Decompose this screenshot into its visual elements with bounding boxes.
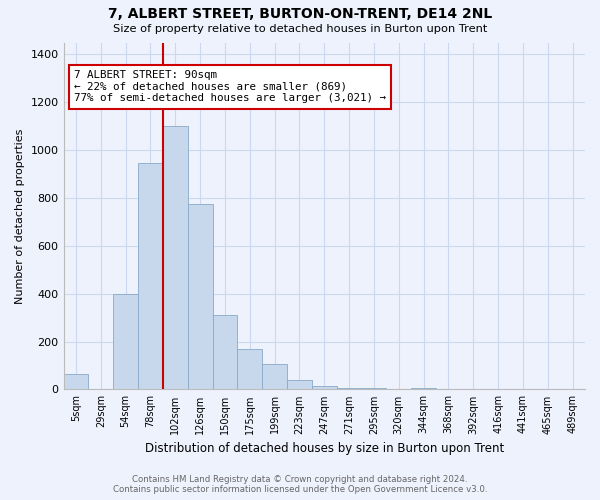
Bar <box>337 388 362 390</box>
Bar <box>212 316 238 390</box>
Bar <box>238 349 262 390</box>
Text: Contains HM Land Registry data © Crown copyright and database right 2024.
Contai: Contains HM Land Registry data © Crown c… <box>113 474 487 494</box>
Bar <box>411 388 436 390</box>
Bar <box>362 388 386 390</box>
Bar <box>138 164 163 390</box>
Bar <box>163 126 188 390</box>
Bar <box>312 386 337 390</box>
Bar <box>64 374 88 390</box>
Text: Size of property relative to detached houses in Burton upon Trent: Size of property relative to detached ho… <box>113 24 487 34</box>
Bar <box>113 294 138 390</box>
Text: 7 ALBERT STREET: 90sqm
← 22% of detached houses are smaller (869)
77% of semi-de: 7 ALBERT STREET: 90sqm ← 22% of detached… <box>74 70 386 104</box>
Y-axis label: Number of detached properties: Number of detached properties <box>15 128 25 304</box>
Bar <box>262 364 287 390</box>
Text: 7, ALBERT STREET, BURTON-ON-TRENT, DE14 2NL: 7, ALBERT STREET, BURTON-ON-TRENT, DE14 … <box>108 8 492 22</box>
X-axis label: Distribution of detached houses by size in Burton upon Trent: Distribution of detached houses by size … <box>145 442 504 455</box>
Bar <box>287 380 312 390</box>
Bar <box>188 204 212 390</box>
